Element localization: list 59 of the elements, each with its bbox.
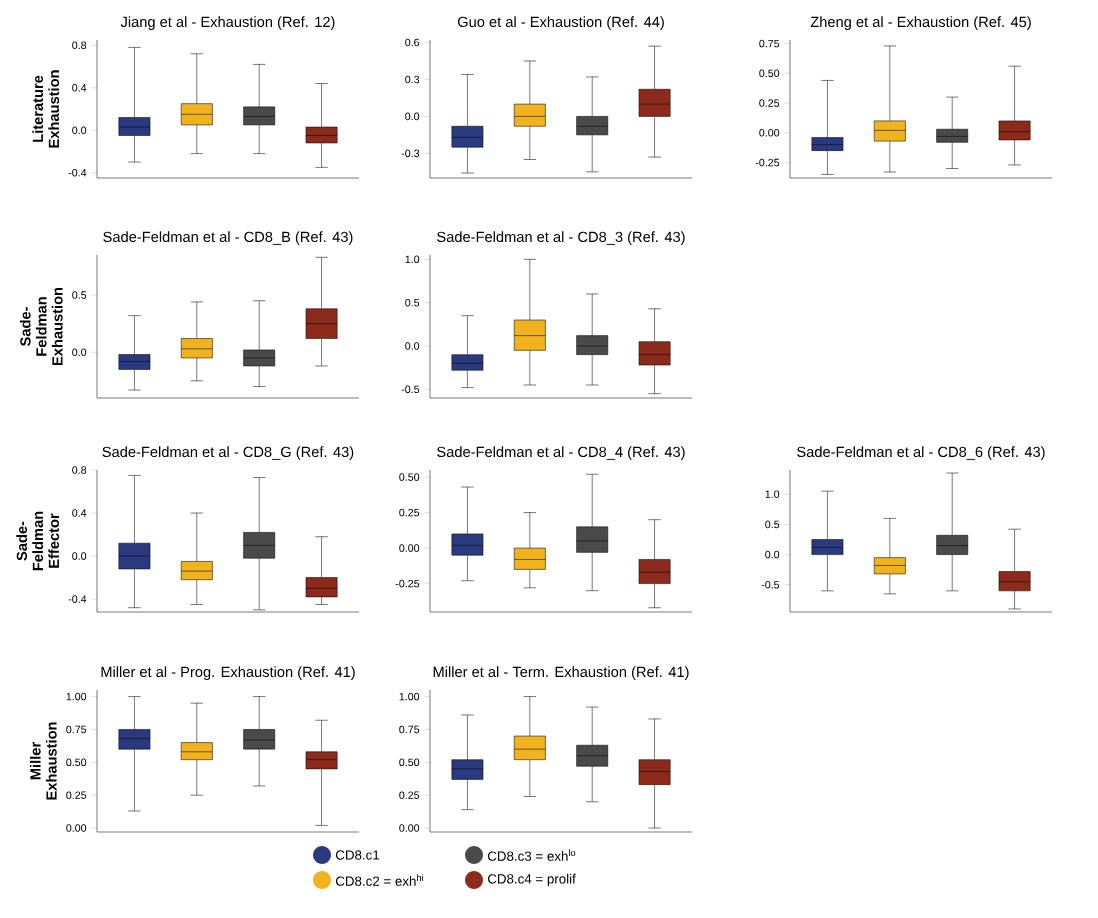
chart-title: Miller et al - Prog. Exhaustion (Ref. 41) [101,666,355,680]
y-tick-label: 0.25 [66,791,87,799]
y-tick-label: -0.5 [761,581,780,589]
y-axis-title: Sade-Feldman Effector [16,511,60,571]
y-tick-label: 0.5 [72,291,87,299]
category-label: CD8.c3 = exh$^{lo}$ [487,849,576,861]
y-tick-label: 0.25 [399,508,420,517]
y-tick-label: -0.4 [68,595,87,603]
y-tick-label: 0.75 [759,39,780,48]
y-tick-label: 0.25 [399,791,420,799]
y-tick-label: 0.00 [399,824,420,832]
y-axis-title: Literature Exhaustion [32,70,60,148]
y-tick-label: 0.50 [399,473,420,481]
y-tick-label: 0.00 [759,129,780,137]
category-label: CD8.c1 [335,850,380,860]
chart-title: Sade-Feldman et al - CD8_3 (Ref. 43) [437,231,685,245]
y-tick-label: 0.4 [72,509,87,517]
y-tick-label: 0.50 [399,758,420,767]
y-tick-label: 1.00 [66,692,87,701]
y-tick-label: 0.00 [66,824,87,832]
y-tick-label: 0.0 [72,126,87,134]
y-tick-label: 0.4 [72,83,87,92]
y-tick-label: 0.75 [399,725,420,734]
y-tick-label: 1.0 [765,490,780,498]
y-tick-label: -0.25 [395,579,420,588]
chart-title: Guo et al - Exhaustion (Ref. 44) [457,16,664,30]
y-tick-label: -0.25 [755,158,780,167]
y-tick-label: 0.3 [405,75,420,84]
y-tick-label: 0.0 [765,550,780,559]
y-tick-label: 1.00 [399,692,420,701]
chart-title: Sade-Feldman et al - CD8_4 (Ref. 43) [437,446,685,460]
chart-title: Miller et al - Term. Exhaustion (Ref. 41) [433,666,689,680]
y-tick-label: 0.5 [405,298,420,307]
chart-title: Sade-Feldman et al - CD8_B (Ref. 43) [103,231,353,245]
y-tick-label: -0.4 [68,168,87,177]
y-tick-label: 0.00 [399,544,420,552]
y-tick-label: 0.5 [765,520,780,529]
chart-title: Zheng et al - Exhaustion (Ref. 45) [810,16,1031,30]
y-tick-label: 0.0 [72,552,87,560]
y-axis-title: Sade-Feldman Exhaustion [19,287,63,366]
y-tick-label: 0.75 [66,725,87,734]
y-tick-label: 0.50 [759,69,780,78]
y-tick-label: 0.25 [759,99,780,107]
y-tick-label: -0.5 [401,385,420,394]
y-tick-label: 0.0 [405,342,420,350]
y-tick-label: 1.0 [405,255,420,264]
y-tick-label: 0.8 [72,466,87,474]
category-label: CD8.c2 = exh$^{hi}$ [335,874,424,886]
y-tick-label: -0.3 [401,149,420,158]
y-axis-title: Miller Exhaustion [29,722,57,800]
y-tick-label: 0.0 [405,112,420,121]
y-tick-label: 0.6 [405,38,420,47]
chart-title: Jiang et al - Exhaustion (Ref. 12) [120,16,335,30]
chart-title: Sade-Feldman et al - CD8_G (Ref. 43) [102,446,354,460]
y-tick-label: 0.8 [72,41,87,50]
y-tick-label: 0.0 [72,348,87,357]
chart-title: Sade-Feldman et al - CD8_6 (Ref. 43) [797,446,1045,460]
category-label: CD8.c4 = prolif [487,873,576,887]
y-tick-label: 0.50 [66,758,87,767]
